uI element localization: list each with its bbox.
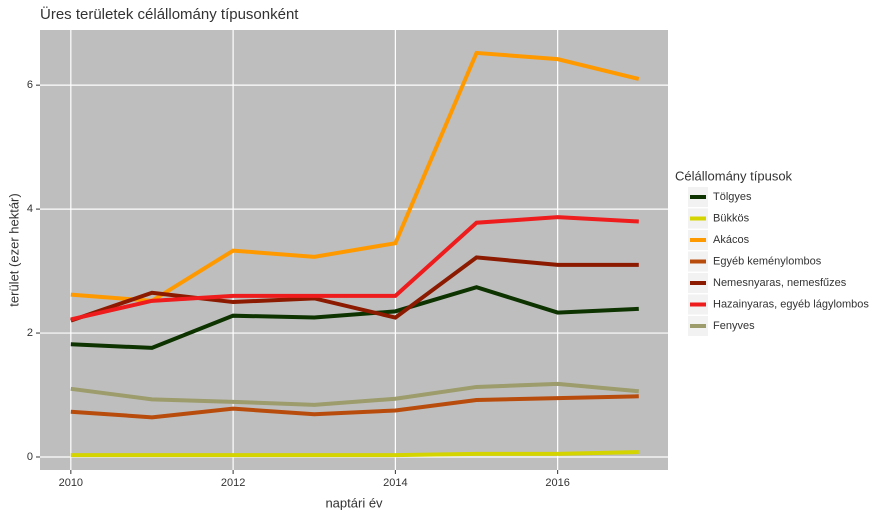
legend-label: Bükkös [713,212,750,224]
legend-label: Tölgyes [713,191,752,203]
series-line [70,285,639,350]
legend-label: Nemesnyaras, nemesfűzes [713,277,847,289]
legend-label: Egyéb keménylombos [713,255,822,267]
series-line [70,215,639,322]
series-line [70,381,639,407]
x-axis-label: naptári év [325,495,383,510]
x-tick-label: 2012 [221,477,245,489]
y-tick-label: 6 [27,79,33,91]
chart-title: Üres területek célállomány típusonként [40,5,299,23]
legend-label: Fenyves [713,320,755,332]
legend-title: Célállomány típusok [675,168,793,183]
legend-label: Hazainyaras, egyéb lágylombos [713,298,869,310]
x-tick-label: 2010 [59,477,83,489]
y-axis-label: terület (ezer hektár) [6,193,21,306]
x-tick-label: 2016 [545,477,569,489]
y-tick-label: 4 [27,203,33,215]
y-tick-label: 2 [27,327,33,339]
x-tick-label: 2014 [383,477,407,489]
series-line [70,255,639,323]
series-line [70,450,639,458]
series-line [70,394,639,420]
legend-label: Akácos [713,234,750,246]
y-tick-label: 0 [27,451,33,463]
